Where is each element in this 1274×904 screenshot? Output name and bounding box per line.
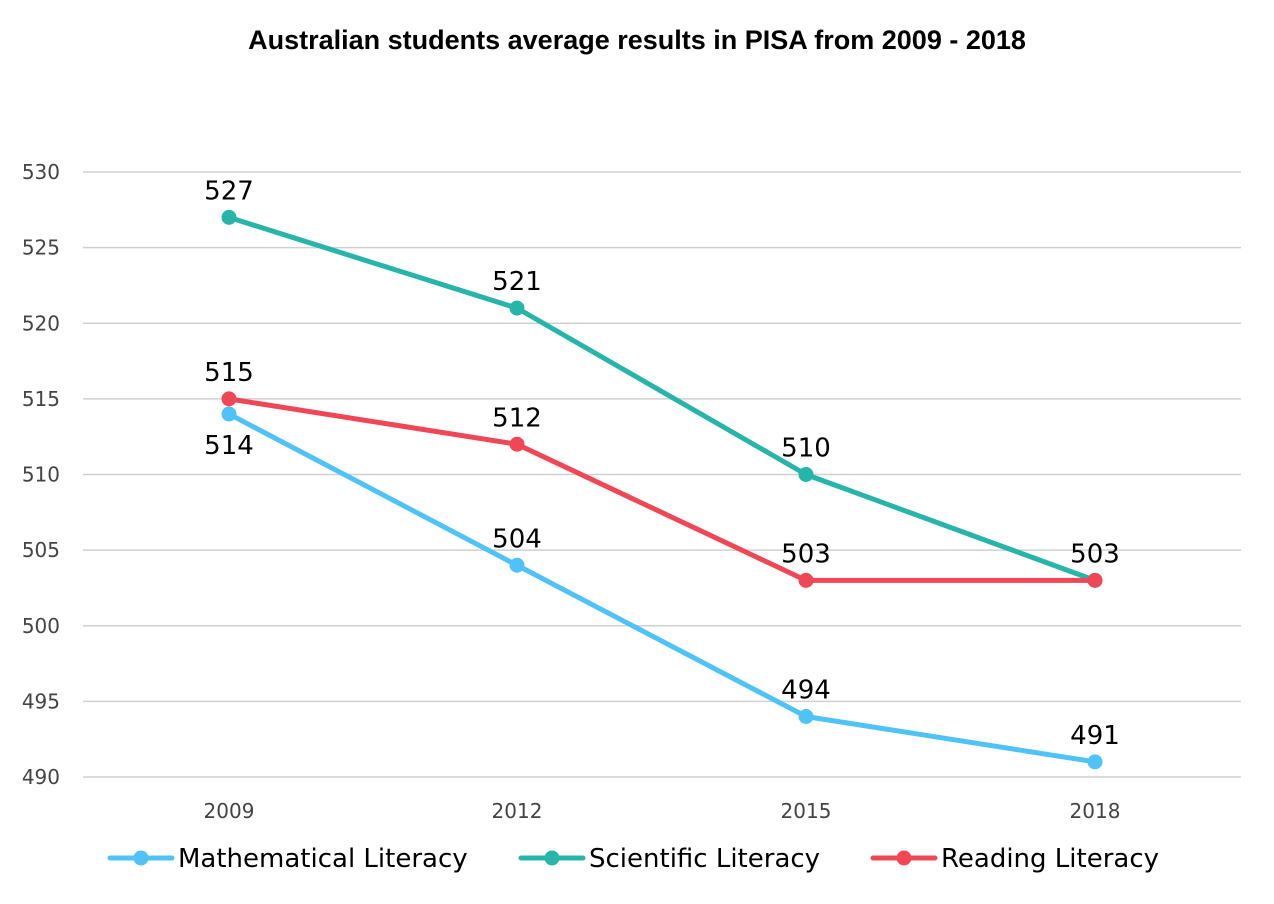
y-tick-label: 495	[22, 689, 60, 713]
data-label: 504	[492, 524, 542, 554]
data-label: 510	[781, 434, 831, 464]
y-tick-label: 530	[22, 160, 60, 184]
data-point	[221, 391, 237, 407]
data-point	[509, 300, 525, 316]
legend-item-scientific-literacy: Scientific Literacy	[518, 844, 820, 874]
legend-swatch-marker	[133, 850, 149, 866]
legend-item-reading-literacy: Reading Literacy	[870, 844, 1159, 874]
gridlines	[83, 171, 1241, 778]
data-label: 503	[781, 539, 831, 569]
data-label: 514	[204, 431, 254, 461]
x-tick-label: 2009	[204, 799, 255, 823]
legend-label: Scientific Literacy	[589, 844, 820, 874]
data-point	[798, 709, 814, 724]
series-line	[226, 214, 1098, 583]
data-label: 503	[1070, 539, 1120, 569]
x-tick-label: 2018	[1070, 799, 1121, 823]
legend-swatch-marker	[896, 850, 912, 866]
data-label: 512	[492, 403, 542, 433]
y-tick-label: 505	[22, 538, 60, 562]
y-tick-label: 515	[22, 387, 60, 411]
data-label: 527	[204, 176, 254, 206]
legend-label: Reading Literacy	[941, 844, 1159, 874]
y-tick-label: 490	[22, 765, 60, 789]
x-axis-tick-labels: 2009 2012 2015 2018	[204, 799, 1121, 823]
legend-item-mathematical-literacy: Mathematical Literacy	[107, 844, 468, 874]
data-label: 515	[204, 358, 254, 388]
data-point	[1087, 572, 1103, 588]
series-scientific-literacy	[221, 209, 1103, 588]
y-tick-label: 525	[22, 236, 60, 260]
y-tick-label: 510	[22, 463, 60, 487]
data-label: 494	[781, 676, 831, 706]
y-tick-label: 520	[22, 311, 60, 335]
y-axis-tick-labels: 490 495 500 505 510 515 520 525 530	[22, 160, 60, 789]
x-tick-label: 2012	[492, 799, 543, 823]
data-point	[509, 557, 525, 573]
data-labels: 514 504 494 491 527 521 510 515 512 503 503	[204, 176, 1120, 751]
y-tick-label: 500	[22, 614, 60, 638]
series-lines	[221, 209, 1103, 770]
series-reading-literacy	[221, 391, 1103, 588]
series-mathematical-literacy	[221, 406, 1103, 770]
data-label: 521	[492, 267, 542, 297]
data-point	[798, 572, 814, 588]
chart-title: Australian students average results in P…	[248, 25, 1026, 55]
x-tick-label: 2015	[781, 799, 832, 823]
legend-label: Mathematical Literacy	[178, 844, 468, 874]
data-point	[221, 209, 237, 225]
data-point	[1087, 754, 1103, 770]
data-point	[221, 406, 237, 422]
data-point	[798, 467, 814, 482]
legend-swatch-marker	[544, 850, 560, 866]
legend: Mathematical Literacy Scientific Literacy…	[107, 844, 1159, 874]
series-line	[226, 411, 1098, 765]
series-line	[226, 396, 1098, 583]
data-point	[509, 436, 525, 452]
data-label: 491	[1070, 721, 1120, 751]
